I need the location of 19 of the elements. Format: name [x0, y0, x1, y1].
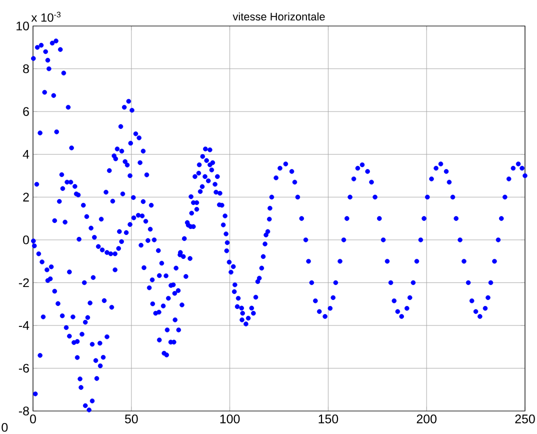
- y-tick-label: 10: [16, 22, 29, 30]
- x-tick-label: 50: [124, 414, 138, 424]
- y-tick-label: -6: [18, 364, 29, 373]
- y-tick-label: 8: [23, 64, 29, 74]
- x-tick-label: 200: [416, 414, 436, 424]
- y-tick-label: 2: [23, 192, 29, 202]
- chart-title: vitesse Horizontale: [232, 12, 325, 20]
- y-tick-label: 0: [23, 235, 29, 244]
- y-tick-label: 6: [23, 107, 29, 116]
- y-tick-label: -2: [18, 278, 29, 288]
- y-tick-label: -8: [18, 406, 29, 416]
- x-tick-label: 0: [30, 414, 36, 424]
- text: x 10$^{-3}$: [31, 12, 61, 22]
- y-tick-label: -4: [18, 321, 30, 330]
- x-tick-label: 250: [515, 414, 535, 424]
- x-tick-label: 150: [318, 414, 338, 424]
- text: 0: [2, 422, 8, 432]
- y-tick-label: 4: [22, 150, 30, 159]
- x-tick-label: 100: [220, 414, 240, 424]
